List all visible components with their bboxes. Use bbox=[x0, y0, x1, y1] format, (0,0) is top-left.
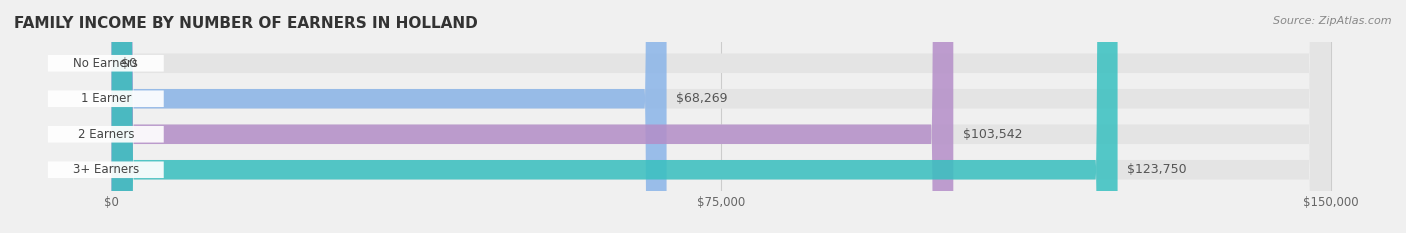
Text: 2 Earners: 2 Earners bbox=[77, 128, 134, 141]
FancyBboxPatch shape bbox=[48, 90, 163, 107]
Text: $123,750: $123,750 bbox=[1128, 163, 1187, 176]
FancyBboxPatch shape bbox=[111, 0, 1331, 233]
Text: $103,542: $103,542 bbox=[963, 128, 1022, 141]
Text: 1 Earner: 1 Earner bbox=[80, 92, 131, 105]
FancyBboxPatch shape bbox=[111, 0, 1331, 233]
FancyBboxPatch shape bbox=[48, 126, 163, 143]
Text: $68,269: $68,269 bbox=[676, 92, 728, 105]
Text: FAMILY INCOME BY NUMBER OF EARNERS IN HOLLAND: FAMILY INCOME BY NUMBER OF EARNERS IN HO… bbox=[14, 16, 478, 31]
Text: No Earners: No Earners bbox=[73, 57, 138, 70]
FancyBboxPatch shape bbox=[111, 0, 1331, 233]
FancyBboxPatch shape bbox=[111, 0, 1118, 233]
Text: $0: $0 bbox=[121, 57, 138, 70]
Text: Source: ZipAtlas.com: Source: ZipAtlas.com bbox=[1274, 16, 1392, 26]
FancyBboxPatch shape bbox=[111, 0, 666, 233]
FancyBboxPatch shape bbox=[48, 161, 163, 178]
FancyBboxPatch shape bbox=[111, 0, 953, 233]
FancyBboxPatch shape bbox=[111, 0, 1331, 233]
FancyBboxPatch shape bbox=[48, 55, 163, 72]
Text: 3+ Earners: 3+ Earners bbox=[73, 163, 139, 176]
